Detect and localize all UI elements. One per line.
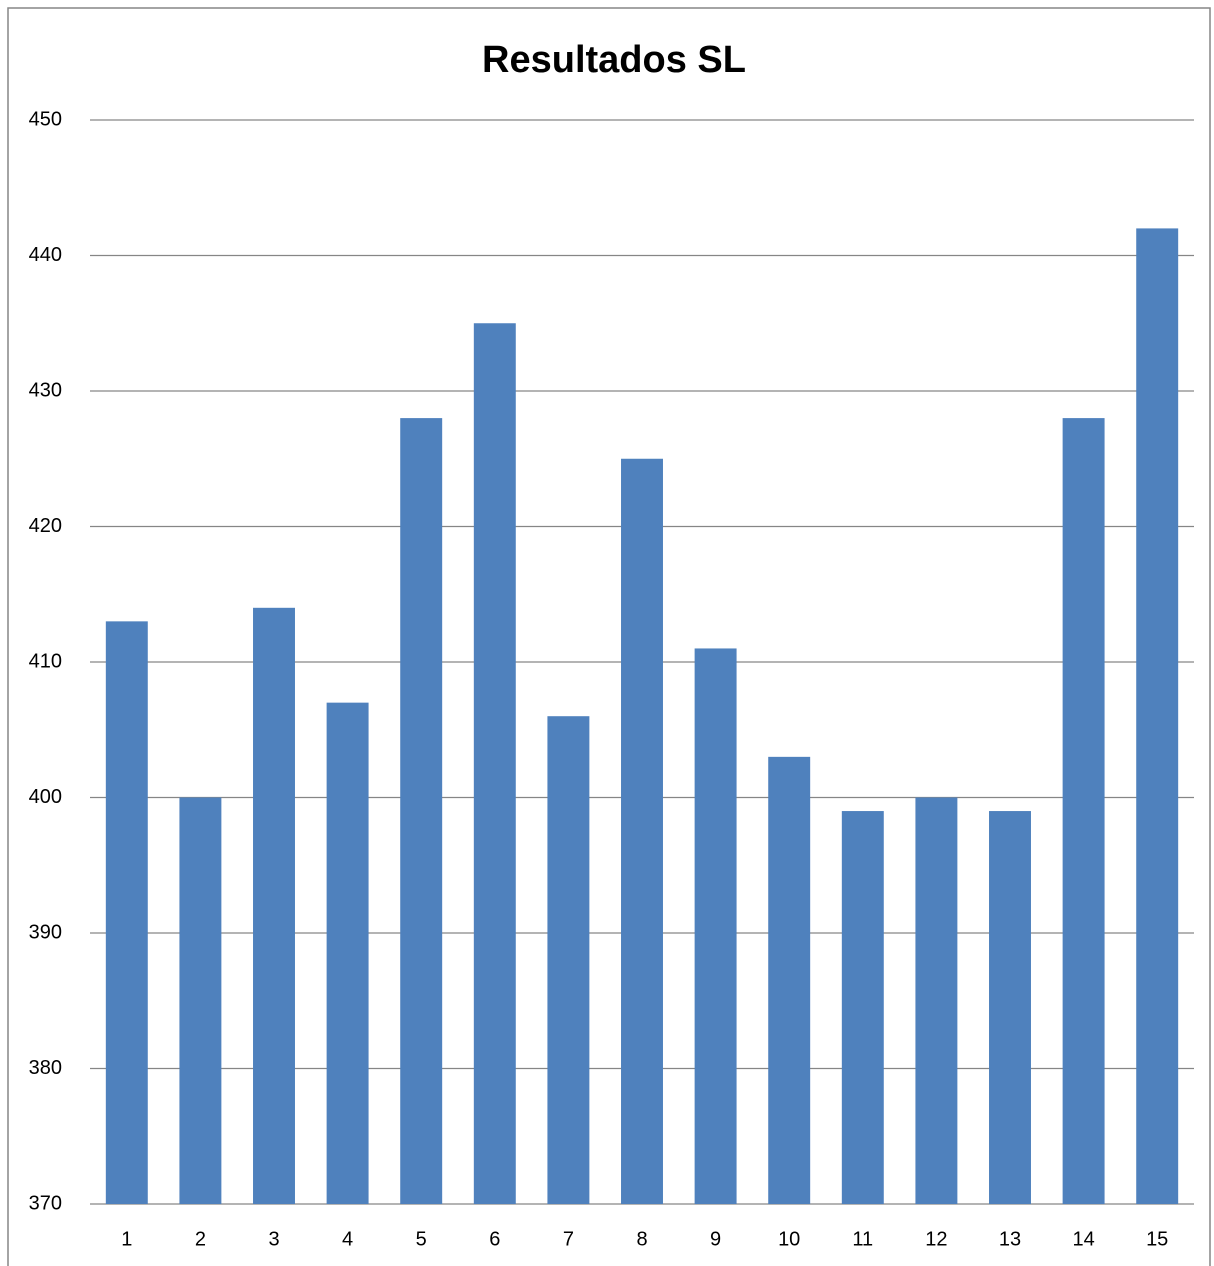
y-tick-label: 430	[29, 379, 62, 401]
bar	[253, 607, 295, 1204]
bar	[400, 418, 443, 1205]
bar	[547, 716, 590, 1204]
x-tick-label: 7	[563, 1228, 574, 1250]
chart-title: Resultados SL	[482, 39, 746, 81]
x-tick-label: 10	[778, 1228, 800, 1250]
bar	[768, 756, 811, 1204]
x-tick-label: 5	[416, 1228, 427, 1250]
x-tick-label: 2	[195, 1228, 206, 1250]
bar	[694, 648, 737, 1204]
bar	[989, 811, 1031, 1204]
x-tick-label: 1	[121, 1228, 132, 1250]
x-tick-label: 15	[1146, 1228, 1168, 1250]
y-tick-label: 390	[29, 921, 62, 943]
x-tick-label: 4	[342, 1228, 353, 1250]
x-tick-label: 14	[1072, 1228, 1094, 1250]
bar	[179, 797, 222, 1204]
bar	[621, 458, 663, 1204]
y-tick-label: 440	[29, 244, 62, 266]
x-tick-label: 6	[489, 1228, 500, 1250]
y-tick-label: 400	[29, 786, 62, 808]
y-tick-label: 420	[29, 515, 62, 537]
bar	[1062, 418, 1105, 1205]
y-tick-label: 380	[29, 1057, 62, 1079]
x-tick-label: 13	[999, 1228, 1021, 1250]
x-tick-label: 11	[852, 1228, 873, 1250]
bar	[473, 323, 516, 1204]
bar	[326, 702, 369, 1204]
x-tick-label: 12	[925, 1228, 947, 1250]
x-tick-label: 9	[710, 1228, 721, 1250]
x-tick-label: 3	[268, 1228, 279, 1250]
x-tick-label: 8	[636, 1228, 647, 1250]
bar	[105, 621, 148, 1204]
y-tick-label: 410	[29, 650, 62, 672]
y-tick-label: 450	[29, 108, 62, 130]
bar	[1136, 228, 1179, 1204]
bar	[915, 797, 958, 1204]
bar	[841, 811, 884, 1204]
y-tick-label: 370	[29, 1192, 62, 1214]
